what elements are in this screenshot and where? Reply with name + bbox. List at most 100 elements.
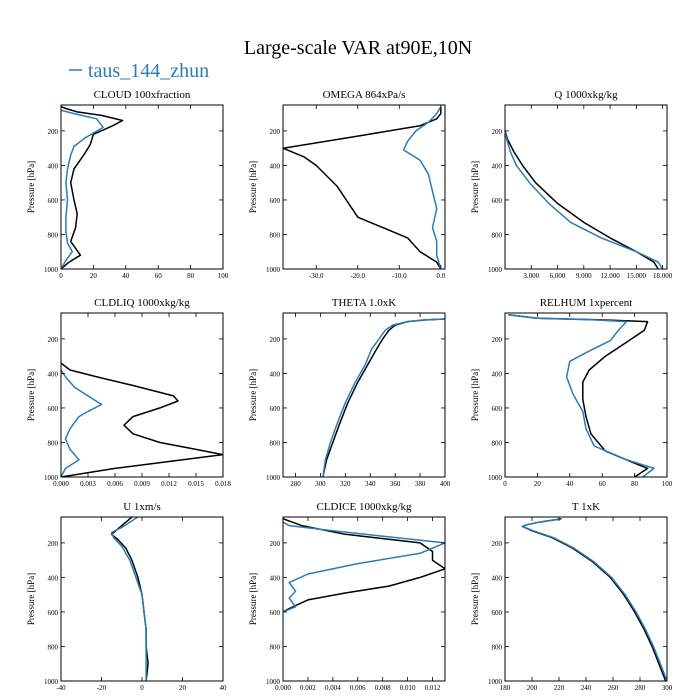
x-tick-label: 80: [187, 272, 195, 280]
y-axis-label: Pressure [hPa]: [248, 161, 258, 213]
chart-panel: OMEGA 864xPa/s -30.0 -20.0 -10.0 0.0 200 400 60…: [248, 89, 446, 280]
x-tick-label: 18.000: [653, 272, 673, 280]
x-tick-label: 400: [440, 480, 451, 488]
x-tick-label: -30.0: [309, 272, 324, 280]
y-tick-label: 400: [492, 370, 503, 378]
observed-line: [521, 517, 667, 681]
y-tick-label: 400: [492, 574, 503, 582]
x-tick-label: 15.000: [627, 272, 647, 280]
x-tick-label: 0.003: [80, 480, 96, 488]
observed-line: [508, 313, 649, 477]
y-axis-label: Pressure [hPa]: [26, 161, 36, 213]
chart-panel: THETA 1.0xK 280 300 320 340 360 380 400 200 400 60…: [248, 297, 451, 488]
x-tick-label: 40: [566, 480, 574, 488]
y-tick-label: 400: [270, 574, 281, 582]
x-tick-label: 0.004: [325, 684, 341, 692]
x-tick-label: -20: [97, 684, 107, 692]
x-tick-label: 340: [365, 480, 376, 488]
x-tick-label: 0.006: [350, 684, 366, 692]
observed-line: [505, 130, 659, 269]
y-tick-label: 400: [270, 370, 281, 378]
series-group: [283, 517, 445, 613]
y-axis-label: Pressure [hPa]: [26, 369, 36, 421]
x-tick-label: 6.000: [550, 272, 566, 280]
figure-title: Large-scale VAR at90E,10N: [244, 37, 472, 59]
series-group: [110, 517, 149, 681]
x-tick-label: 280: [635, 684, 646, 692]
plot-frame: [504, 104, 668, 270]
y-tick-label: 200: [492, 128, 503, 136]
x-tick-label: 20: [90, 272, 98, 280]
y-tick-label: 200: [48, 336, 59, 344]
y-axis-label: Pressure [hPa]: [248, 369, 258, 421]
model-line: [505, 130, 664, 269]
y-tick-label: 800: [48, 231, 59, 239]
model-line: [402, 106, 442, 269]
x-tick-label: 3.000: [523, 272, 539, 280]
y-tick-label: 200: [492, 336, 503, 344]
x-tick-label: 100: [662, 480, 673, 488]
y-tick-label: 600: [270, 405, 281, 413]
y-tick-label: 600: [270, 197, 281, 205]
y-tick-label: 600: [270, 609, 281, 617]
x-tick-label: -40: [56, 684, 66, 692]
y-tick-label: 800: [48, 439, 59, 447]
x-tick-label: -10.0: [392, 272, 407, 280]
x-tick-label: 180: [500, 684, 511, 692]
model-line: [61, 109, 104, 269]
chart-panel: CLDLIQ 1000xkg/kg 0.000 0.003 0.006 0.009 0.0…: [26, 297, 231, 488]
x-tick-label: 100: [218, 272, 229, 280]
series-group: [61, 362, 223, 477]
y-tick-label: 1000: [44, 474, 59, 482]
y-tick-label: 400: [492, 162, 503, 170]
x-tick-label: 0.015: [188, 480, 204, 488]
x-tick-label: 0: [59, 272, 63, 280]
x-tick-label: 220: [554, 684, 565, 692]
y-tick-label: 800: [492, 643, 503, 651]
series-group: [521, 517, 667, 681]
y-tick-label: 200: [48, 540, 59, 548]
y-tick-label: 800: [270, 231, 281, 239]
y-tick-label: 800: [270, 439, 281, 447]
legend: taus_144_zhun: [69, 60, 209, 82]
y-tick-label: 800: [492, 439, 503, 447]
y-tick-label: 200: [492, 540, 503, 548]
chart-panel: CLOUD 100xfraction 0 20 40 60 80 100 200 400 600 8…: [26, 89, 229, 280]
model-line: [283, 521, 445, 613]
plot-frame: [60, 104, 224, 270]
chart-panel: U 1xm/s -40 -20 0 20 40 200 400 600 800 1000 Pressu…: [26, 501, 227, 692]
y-tick-label: 400: [48, 574, 59, 582]
x-tick-label: 0.000: [275, 684, 291, 692]
x-tick-label: 200: [527, 684, 538, 692]
series-group: [322, 318, 445, 477]
y-tick-label: 400: [270, 162, 281, 170]
x-tick-label: 60: [155, 272, 163, 280]
y-tick-label: 600: [492, 609, 503, 617]
x-tick-label: 360: [390, 480, 401, 488]
y-tick-label: 200: [270, 128, 281, 136]
panel-title: U 1xm/s: [123, 501, 161, 513]
observed-line: [61, 105, 124, 269]
y-tick-label: 600: [492, 197, 503, 205]
y-tick-label: 1000: [44, 266, 59, 274]
x-tick-label: 20: [534, 480, 542, 488]
y-tick-label: 1000: [266, 678, 281, 686]
x-tick-label: 0.009: [134, 480, 150, 488]
x-tick-label: 300: [315, 480, 326, 488]
y-tick-label: 1000: [488, 678, 503, 686]
y-tick-label: 1000: [44, 678, 59, 686]
panel-title: Q 1000xkg/kg: [554, 89, 618, 101]
model-line: [61, 369, 103, 477]
y-tick-label: 600: [492, 405, 503, 413]
x-tick-label: 9.000: [576, 272, 592, 280]
x-tick-label: 0.002: [300, 684, 316, 692]
chart-panel: RELHUM 1xpercent 0 20 40 60 80 100 200 400 600 800…: [470, 297, 673, 488]
y-tick-label: 800: [270, 643, 281, 651]
y-tick-label: 400: [48, 370, 59, 378]
observed-line: [322, 318, 445, 477]
chart-panel: CLDICE 1000xkg/kg 0.000 0.002 0.004 0.006 0.0…: [248, 501, 446, 692]
y-tick-label: 800: [492, 231, 503, 239]
y-tick-label: 600: [48, 609, 59, 617]
plot-frame: [282, 104, 446, 270]
x-tick-label: 12.000: [600, 272, 620, 280]
